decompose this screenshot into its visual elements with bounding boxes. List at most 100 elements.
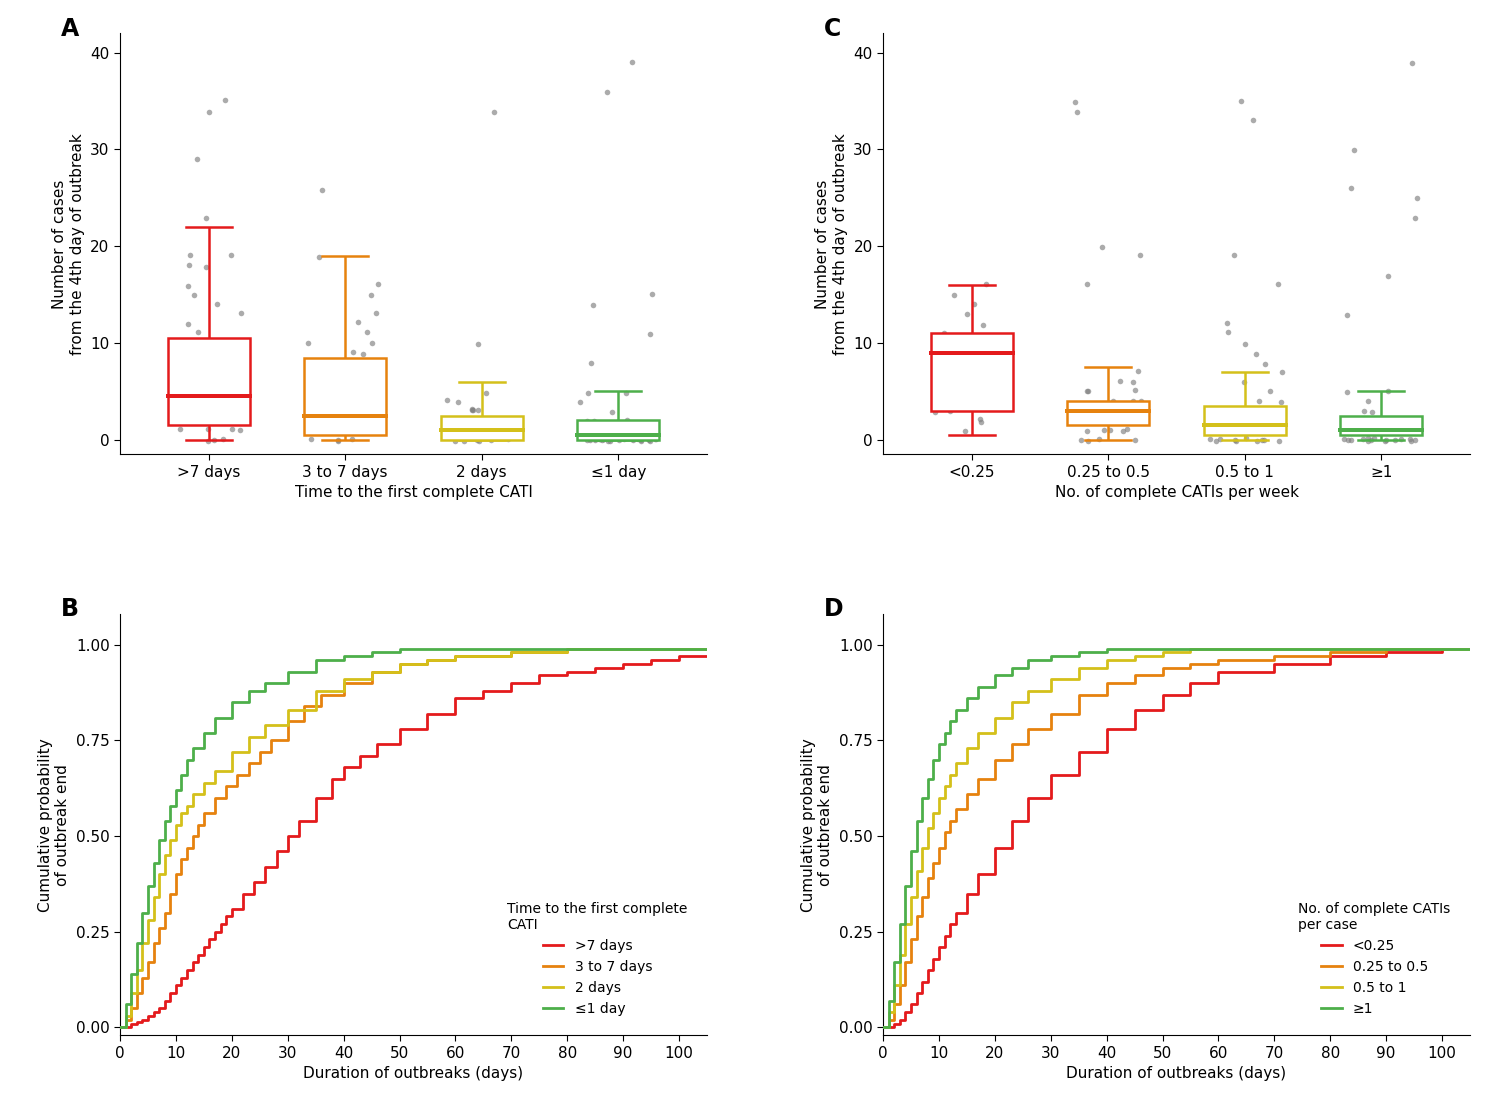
Point [340, 344, 364, 362]
Point [576, 384, 600, 402]
Point [1074, 413, 1098, 431]
Point [596, 83, 619, 101]
Point [1092, 421, 1116, 439]
Point [638, 432, 662, 450]
Point [1383, 431, 1407, 449]
Point [620, 423, 644, 441]
Point [639, 325, 663, 343]
Point [1221, 412, 1245, 430]
Point [496, 422, 520, 440]
Point [574, 431, 598, 449]
Y-axis label: Number of cases
from the 4th day of outbreak: Number of cases from the 4th day of outb… [53, 132, 84, 355]
Point [1228, 91, 1252, 109]
Point [327, 431, 351, 449]
Legend: >7 days, 3 to 7 days, 2 days, ≤1 day: >7 days, 3 to 7 days, 2 days, ≤1 day [501, 896, 693, 1022]
Point [1110, 401, 1134, 418]
X-axis label: No. of complete CATIs per week: No. of complete CATIs per week [1054, 485, 1299, 500]
Point [362, 402, 386, 420]
Point [1068, 402, 1092, 420]
Point [580, 296, 604, 314]
Point [582, 412, 606, 430]
Point [466, 431, 490, 449]
Point [1356, 392, 1380, 410]
Point [186, 363, 210, 381]
Point [1268, 432, 1292, 450]
Point [609, 422, 633, 440]
Point [1251, 432, 1275, 450]
Point [1077, 432, 1101, 450]
Point [1252, 431, 1276, 449]
Point [579, 354, 603, 372]
Point [171, 343, 195, 361]
Point [1224, 432, 1248, 450]
Legend: <0.25, 0.25 to 0.5, 0.5 to 1, ≥1: <0.25, 0.25 to 0.5, 0.5 to 1, ≥1 [1293, 896, 1456, 1022]
Point [626, 431, 650, 449]
Point [1402, 209, 1426, 227]
Point [348, 391, 372, 408]
Point [450, 421, 474, 439]
Point [600, 431, 624, 449]
Point [938, 402, 962, 420]
Point [614, 384, 638, 402]
Bar [1068, 401, 1149, 425]
Point [1372, 432, 1396, 450]
Point [460, 401, 484, 418]
Point [620, 53, 644, 71]
Point [633, 420, 657, 437]
Point [1406, 189, 1429, 207]
Point [640, 285, 664, 303]
Point [206, 295, 230, 313]
Point [460, 401, 484, 418]
Point [200, 392, 223, 410]
Point [466, 401, 490, 418]
Point [968, 410, 992, 427]
Point [1335, 306, 1359, 324]
X-axis label: Time to the first complete CATI: Time to the first complete CATI [294, 485, 532, 500]
Point [1257, 383, 1281, 401]
Point [974, 275, 998, 293]
Point [592, 422, 616, 440]
Point [574, 412, 598, 430]
Point [297, 401, 321, 418]
Point [356, 421, 380, 439]
Point [1101, 393, 1125, 411]
Bar [441, 415, 522, 440]
Point [1268, 422, 1292, 440]
Point [297, 363, 321, 381]
Point [1233, 422, 1257, 440]
Point [316, 382, 340, 400]
Point [219, 246, 243, 264]
Point [1336, 431, 1360, 449]
Point [363, 411, 387, 429]
Point [308, 248, 332, 266]
Point [490, 412, 514, 430]
Point [176, 315, 200, 333]
Point [1122, 381, 1146, 398]
Point [598, 432, 622, 450]
Point [1396, 422, 1420, 440]
Point [186, 324, 210, 342]
Point [228, 344, 252, 362]
Point [1376, 267, 1400, 285]
Point [447, 393, 471, 411]
Point [1360, 403, 1384, 421]
Point [591, 431, 615, 449]
Point [196, 420, 220, 437]
Point [606, 422, 630, 440]
Point [196, 432, 220, 450]
Point [584, 430, 608, 447]
Point [298, 431, 322, 449]
Point [178, 384, 203, 402]
Point [612, 430, 636, 447]
Point [970, 393, 994, 411]
Point [1356, 432, 1380, 450]
Point [1400, 55, 1423, 72]
Point [604, 413, 628, 431]
Point [368, 421, 392, 439]
Bar [1204, 406, 1286, 435]
Point [488, 411, 512, 429]
Point [1095, 412, 1119, 430]
Point [1353, 402, 1377, 420]
Point [308, 374, 332, 392]
Point [339, 402, 363, 420]
